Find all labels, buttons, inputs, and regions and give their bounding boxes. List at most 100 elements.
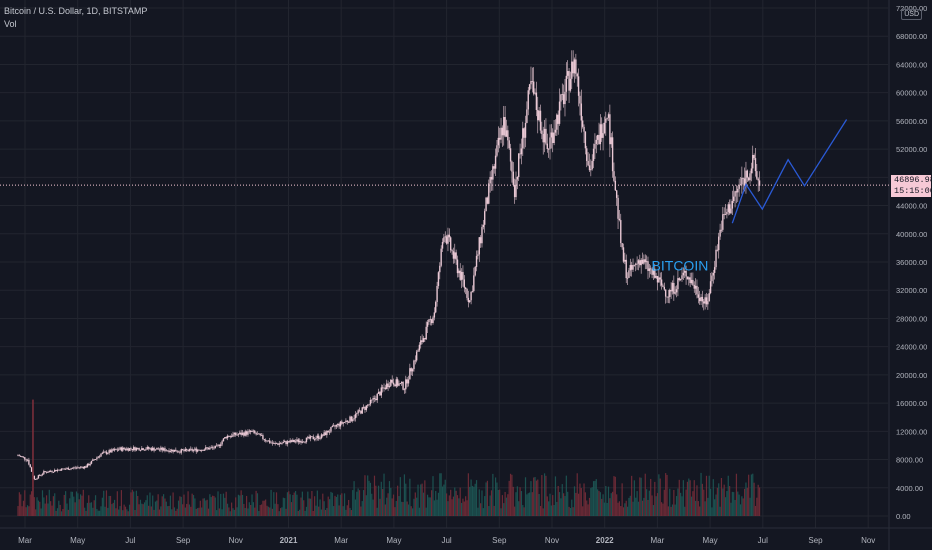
candle-body: [59, 469, 61, 471]
volume-bar: [107, 507, 109, 516]
candle-body: [659, 277, 661, 280]
candle-body: [546, 143, 548, 149]
volume-bar: [673, 489, 675, 516]
candle-body: [211, 447, 214, 449]
volume-bar: [58, 500, 60, 516]
candle-body: [625, 259, 627, 279]
candle-body: [693, 284, 695, 289]
volume-bar: [529, 492, 531, 516]
candle-body: [97, 456, 99, 458]
volume-bar: [392, 494, 395, 516]
volume-bar: [635, 497, 637, 516]
candle-body: [620, 220, 622, 244]
candle-body: [586, 148, 588, 161]
volume-bar: [420, 484, 422, 516]
volume-bar: [437, 492, 440, 516]
volume-bar: [406, 501, 408, 516]
candle-body: [224, 437, 226, 439]
volume-bar: [241, 494, 244, 516]
candle-body: [618, 218, 621, 221]
volume-bar: [319, 499, 321, 516]
candle-body: [477, 254, 479, 256]
volume-bar: [188, 504, 191, 516]
volume-bar: [708, 475, 710, 516]
volume-bar: [603, 502, 606, 516]
volume-bar: [712, 479, 714, 516]
volume-bar: [626, 506, 629, 516]
volume-bar: [224, 497, 226, 516]
candle-body: [313, 439, 316, 440]
candle-body: [673, 282, 675, 294]
candle-body: [488, 183, 490, 204]
candle-body: [89, 463, 91, 466]
volume-bar: [584, 492, 586, 516]
volume-bar: [251, 494, 253, 516]
volume-bar: [405, 483, 407, 516]
volume-bar: [402, 502, 404, 516]
candle-body: [650, 268, 652, 270]
volume-bar: [201, 507, 203, 516]
candle-body: [62, 468, 64, 470]
candle-body: [172, 449, 174, 452]
volume-bar: [84, 507, 86, 516]
volume-bar: [195, 508, 197, 516]
candle-body: [471, 291, 474, 292]
candle-body: [621, 243, 623, 248]
candle-body: [494, 155, 497, 169]
candle-body: [667, 296, 670, 298]
candle-body: [509, 148, 512, 162]
candle-body: [639, 260, 641, 266]
volume-bar: [375, 485, 377, 516]
candle-body: [128, 448, 131, 451]
volume-bar: [252, 502, 254, 516]
candle-body: [614, 180, 617, 191]
volume-bar: [182, 504, 184, 516]
volume-bar: [656, 493, 659, 516]
candle-body: [390, 379, 392, 386]
volume-bar: [172, 492, 174, 516]
volume-bar: [609, 498, 611, 516]
volume-bar: [524, 477, 527, 516]
volume-bar: [647, 499, 649, 516]
volume-bar: [88, 495, 90, 516]
candle-body: [264, 439, 267, 441]
candle-body: [413, 360, 415, 370]
candle-body: [270, 442, 272, 444]
candle-body: [485, 197, 487, 212]
candle-body: [622, 247, 625, 262]
volume-bar: [648, 490, 650, 516]
candle-body: [267, 440, 270, 442]
volume-bar: [226, 503, 229, 516]
candle-body: [339, 421, 342, 427]
candle-body: [183, 450, 185, 452]
candle-body: [513, 184, 516, 198]
volume-bar: [115, 508, 117, 516]
volume-bar: [500, 508, 502, 516]
volume-bar: [743, 488, 746, 516]
candle-body: [69, 469, 71, 471]
volume-bar: [391, 498, 393, 516]
volume-bar: [507, 494, 509, 516]
candle-body: [733, 196, 735, 202]
candle-body: [196, 449, 199, 452]
volume-bar: [704, 501, 706, 516]
volume-bar: [662, 503, 664, 516]
currency-badge[interactable]: USD: [901, 9, 922, 20]
candle-body: [635, 263, 637, 265]
candle-body: [745, 170, 747, 186]
candle-body: [553, 132, 555, 143]
candle-body: [580, 103, 583, 121]
volume-bar: [681, 496, 683, 516]
candle-body: [79, 466, 82, 468]
volume-bar: [260, 504, 263, 516]
volume-bar: [120, 490, 123, 516]
candle-body: [281, 443, 283, 444]
volume-bar: [485, 482, 487, 516]
volume-bar: [60, 511, 63, 516]
volume-bar: [169, 495, 171, 516]
volume-bar: [373, 475, 376, 516]
volume-bar: [481, 490, 483, 516]
candle-body: [152, 447, 154, 451]
volume-bar: [103, 490, 105, 516]
